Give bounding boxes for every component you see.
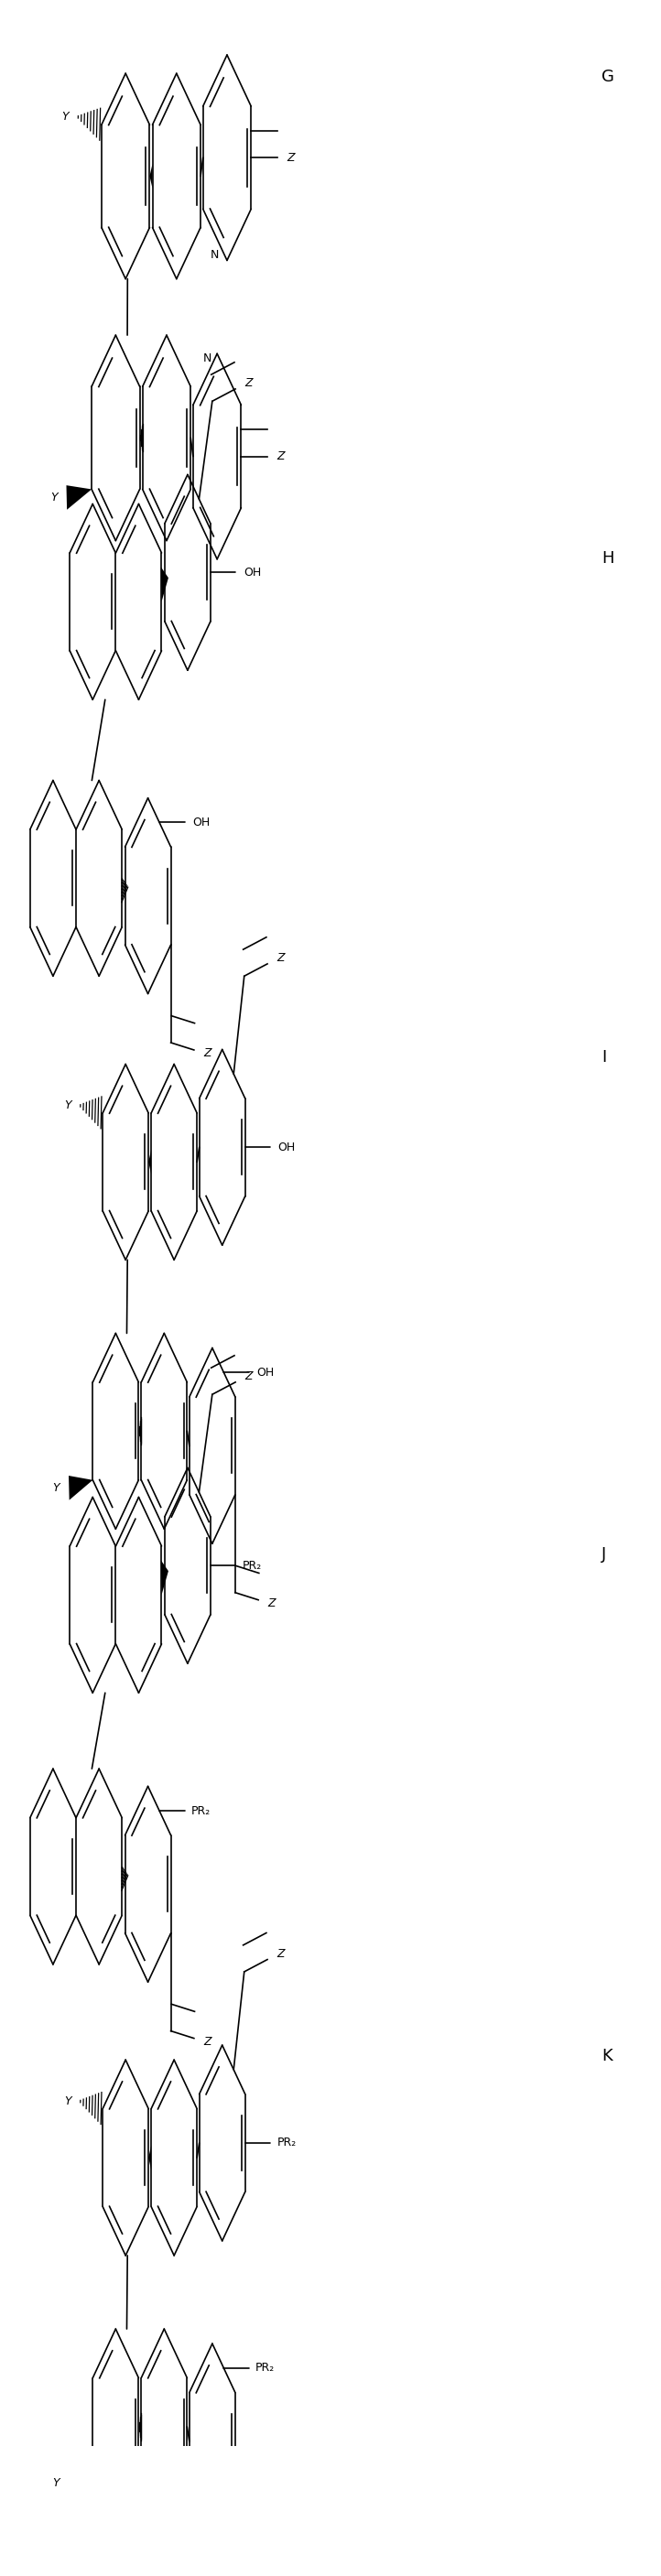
Text: Y: Y xyxy=(64,2094,71,2107)
Text: Y: Y xyxy=(50,492,58,502)
Text: Z: Z xyxy=(277,451,285,461)
Polygon shape xyxy=(149,2146,151,2169)
Text: Z: Z xyxy=(245,1370,253,1383)
Text: OH: OH xyxy=(256,1365,274,1378)
Text: K: K xyxy=(602,2048,612,2063)
Polygon shape xyxy=(161,1561,169,1595)
Text: Z: Z xyxy=(245,379,253,389)
Text: PR₂: PR₂ xyxy=(191,1806,211,1816)
Text: Z: Z xyxy=(203,1048,211,1059)
Text: N: N xyxy=(211,250,219,260)
Text: PR₂: PR₂ xyxy=(277,2138,297,2148)
Text: OH: OH xyxy=(192,817,210,829)
Polygon shape xyxy=(149,165,153,188)
Text: Z: Z xyxy=(203,2035,211,2048)
Text: I: I xyxy=(602,1048,606,1066)
Text: PR₂: PR₂ xyxy=(243,1558,262,1571)
Text: Y: Y xyxy=(64,1100,71,1110)
Text: Z: Z xyxy=(276,953,284,963)
Polygon shape xyxy=(161,567,169,603)
Polygon shape xyxy=(66,484,92,510)
Text: Z: Z xyxy=(276,1947,284,1960)
Text: OH: OH xyxy=(243,567,261,580)
Polygon shape xyxy=(149,1149,151,1175)
Text: Z: Z xyxy=(287,152,295,165)
Text: G: G xyxy=(602,70,614,85)
Text: Y: Y xyxy=(53,2478,59,2488)
Text: OH: OH xyxy=(278,1141,295,1154)
Text: J: J xyxy=(602,1546,606,1564)
Text: PR₂: PR₂ xyxy=(256,2362,275,2375)
Polygon shape xyxy=(69,2470,93,2496)
Text: Y: Y xyxy=(61,111,69,124)
Text: Y: Y xyxy=(53,1481,59,1494)
Text: H: H xyxy=(602,551,614,567)
Text: Z: Z xyxy=(268,1597,276,1610)
Polygon shape xyxy=(69,1476,93,1499)
Text: N: N xyxy=(203,353,212,366)
